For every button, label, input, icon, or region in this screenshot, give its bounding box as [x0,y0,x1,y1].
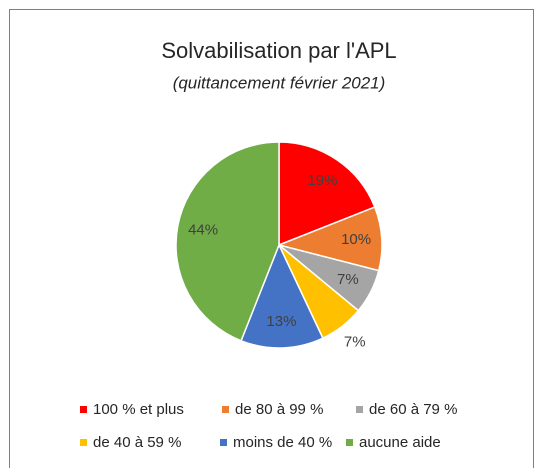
data-label: 7% [337,271,359,288]
legend-label: aucune aide [359,434,441,451]
legend-swatch [346,439,353,446]
data-label: 13% [266,313,296,330]
pie-slice [175,141,280,342]
chart-title: Solvabilisation par l'APL [161,38,396,63]
chart-subtitle: (quittancement février 2021) [173,73,386,92]
legend-swatch [356,406,363,413]
legend-label: moins de 40 % [233,434,332,451]
pie-slice [240,243,324,349]
legend-label: de 60 à 79 % [369,401,457,418]
chart-frame [9,9,534,468]
legend-swatch [220,439,227,446]
legend-label: de 80 à 99 % [235,401,323,418]
data-label: 10% [341,231,371,248]
legend-swatch [222,406,229,413]
data-label: 7% [344,334,366,351]
legend-swatch [80,439,87,446]
legend-swatch [80,406,87,413]
pie-slice [278,141,376,247]
legend-label: 100 % et plus [93,401,184,418]
data-label: 44% [188,221,218,238]
legend-label: de 40 à 59 % [93,434,181,451]
data-label: 19% [307,172,337,189]
